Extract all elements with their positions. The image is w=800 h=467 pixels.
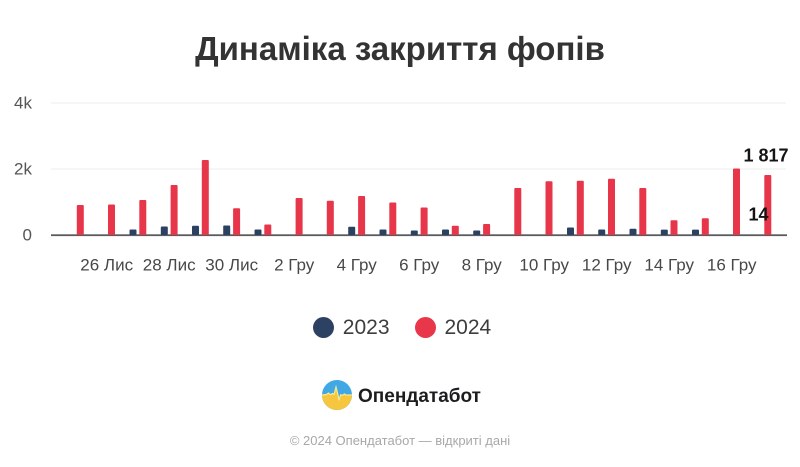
svg-text:2k: 2k (14, 160, 32, 179)
svg-text:28 Лис: 28 Лис (143, 256, 196, 275)
svg-text:8 Гру: 8 Гру (462, 256, 503, 275)
svg-text:1 817: 1 817 (743, 146, 788, 166)
svg-text:2 Гру: 2 Гру (274, 256, 315, 275)
svg-text:26 Лис: 26 Лис (80, 256, 133, 275)
svg-text:6 Гру: 6 Гру (399, 256, 440, 275)
svg-text:30 Лис: 30 Лис (205, 256, 258, 275)
svg-text:10 Гру: 10 Гру (519, 256, 569, 275)
svg-text:12 Гру: 12 Гру (582, 256, 632, 275)
svg-text:14: 14 (748, 205, 768, 225)
svg-text:14 Гру: 14 Гру (644, 256, 694, 275)
svg-text:0: 0 (23, 226, 32, 245)
svg-text:4 Гру: 4 Гру (337, 256, 378, 275)
svg-text:4k: 4k (14, 94, 32, 113)
svg-text:16 Гру: 16 Гру (707, 256, 757, 275)
